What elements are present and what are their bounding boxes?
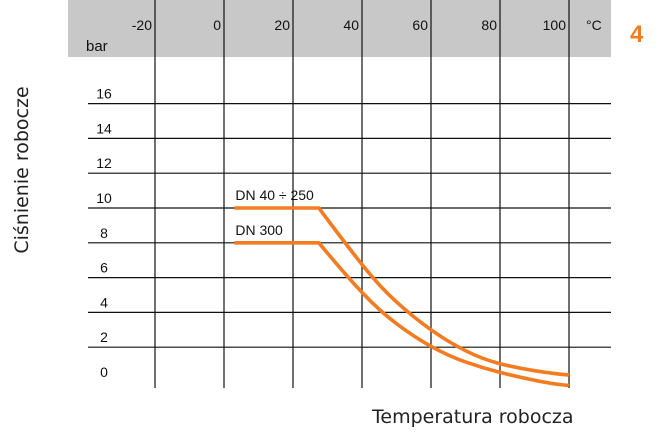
series-labels: DN 40 ÷ 250 DN 300 (235, 187, 314, 238)
header-text-group: bar °C (86, 17, 602, 55)
horizontal-grid (88, 102, 611, 348)
header-band (68, 0, 611, 57)
series-curves (234, 206, 570, 388)
y-tick-label: 6 (100, 260, 108, 276)
y-tick-label: 12 (96, 155, 112, 171)
x-tick-label: 100 (543, 17, 567, 33)
y-tick-label: 8 (100, 225, 108, 241)
y-tick-label: 16 (96, 86, 112, 102)
y-axis-title: Ciśnienie robocze (11, 86, 33, 254)
series-line-1 (234, 241, 570, 388)
y-tick-label: 10 (96, 190, 112, 206)
x-tick-labels: -20 0 20 40 60 80 100 (132, 17, 566, 33)
x-tick-label: -20 (132, 17, 152, 33)
series-label-1: DN 300 (235, 222, 283, 238)
x-tick-label: 20 (274, 17, 290, 33)
y-tick-label: 0 (100, 364, 108, 380)
section-badge: 4 (630, 21, 644, 48)
y-tick-label: 14 (96, 120, 112, 136)
x-axis-title: Temperatura robocza (372, 406, 574, 428)
y-tick-label: 2 (100, 329, 108, 345)
x-unit-label: °C (586, 17, 602, 33)
y-tick-label: 4 (100, 294, 108, 310)
badge-number: 4 (630, 21, 644, 48)
y-unit-label: bar (86, 38, 108, 55)
x-tick-label: 0 (213, 17, 221, 33)
series-line-0 (234, 206, 570, 377)
x-tick-label: 40 (343, 17, 359, 33)
x-tick-label: 80 (481, 17, 497, 33)
x-tick-label: 60 (412, 17, 428, 33)
series-label-0: DN 40 ÷ 250 (235, 187, 314, 203)
y-tick-labels: 0 2 4 6 8 10 12 14 16 (96, 86, 112, 380)
vertical-grid (154, 0, 570, 388)
